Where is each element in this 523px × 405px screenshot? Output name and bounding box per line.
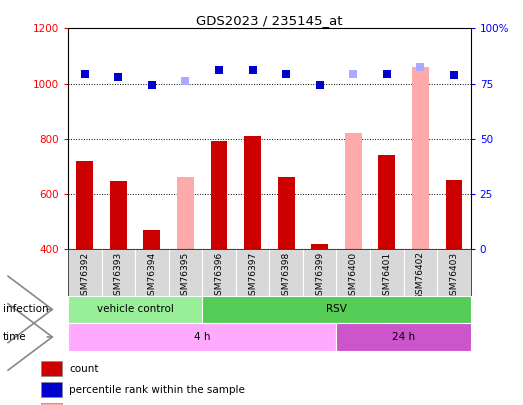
Text: GSM76392: GSM76392 [80,252,89,301]
Bar [76,161,93,249]
Bar [202,296,471,323]
Bar [110,181,127,249]
Point [315,82,324,89]
Bar [68,323,336,351]
Bar [244,136,261,249]
Point [181,77,190,84]
Point [282,70,290,77]
Bar [41,403,62,405]
Bar [143,230,160,249]
Text: vehicle control: vehicle control [97,305,174,314]
Bar [345,133,361,249]
Text: 24 h: 24 h [392,332,415,342]
Point [81,70,89,77]
Text: GSM76397: GSM76397 [248,252,257,301]
Point [215,66,223,73]
Bar [211,141,228,249]
Text: GSM76401: GSM76401 [382,252,391,301]
Bar [41,361,62,376]
Point [383,70,391,77]
Point [450,72,458,79]
Text: GSM76393: GSM76393 [114,252,123,301]
Text: GSM76400: GSM76400 [349,252,358,301]
Bar [278,177,294,249]
Text: count: count [69,364,98,373]
Text: GSM76402: GSM76402 [416,252,425,301]
Bar [412,67,429,249]
Text: GSM76398: GSM76398 [281,252,291,301]
Bar [379,155,395,249]
Bar [311,243,328,249]
Bar [68,296,202,323]
Text: infection: infection [3,305,48,314]
Point [248,66,257,73]
Bar [41,382,62,397]
Text: percentile rank within the sample: percentile rank within the sample [69,385,245,394]
Point [147,82,156,88]
Text: GSM76394: GSM76394 [147,252,156,301]
Bar [336,323,471,351]
Text: GSM76399: GSM76399 [315,252,324,301]
Text: RSV: RSV [326,305,347,314]
Bar [446,180,462,249]
Text: time: time [3,332,26,342]
Text: GSM76396: GSM76396 [214,252,223,301]
Point [349,70,357,77]
Bar [177,177,194,249]
Point [114,73,122,80]
Text: GSM76403: GSM76403 [449,252,459,301]
Text: 4 h: 4 h [194,332,210,342]
Text: GSM76395: GSM76395 [181,252,190,301]
Point [416,64,425,70]
Title: GDS2023 / 235145_at: GDS2023 / 235145_at [196,14,343,27]
